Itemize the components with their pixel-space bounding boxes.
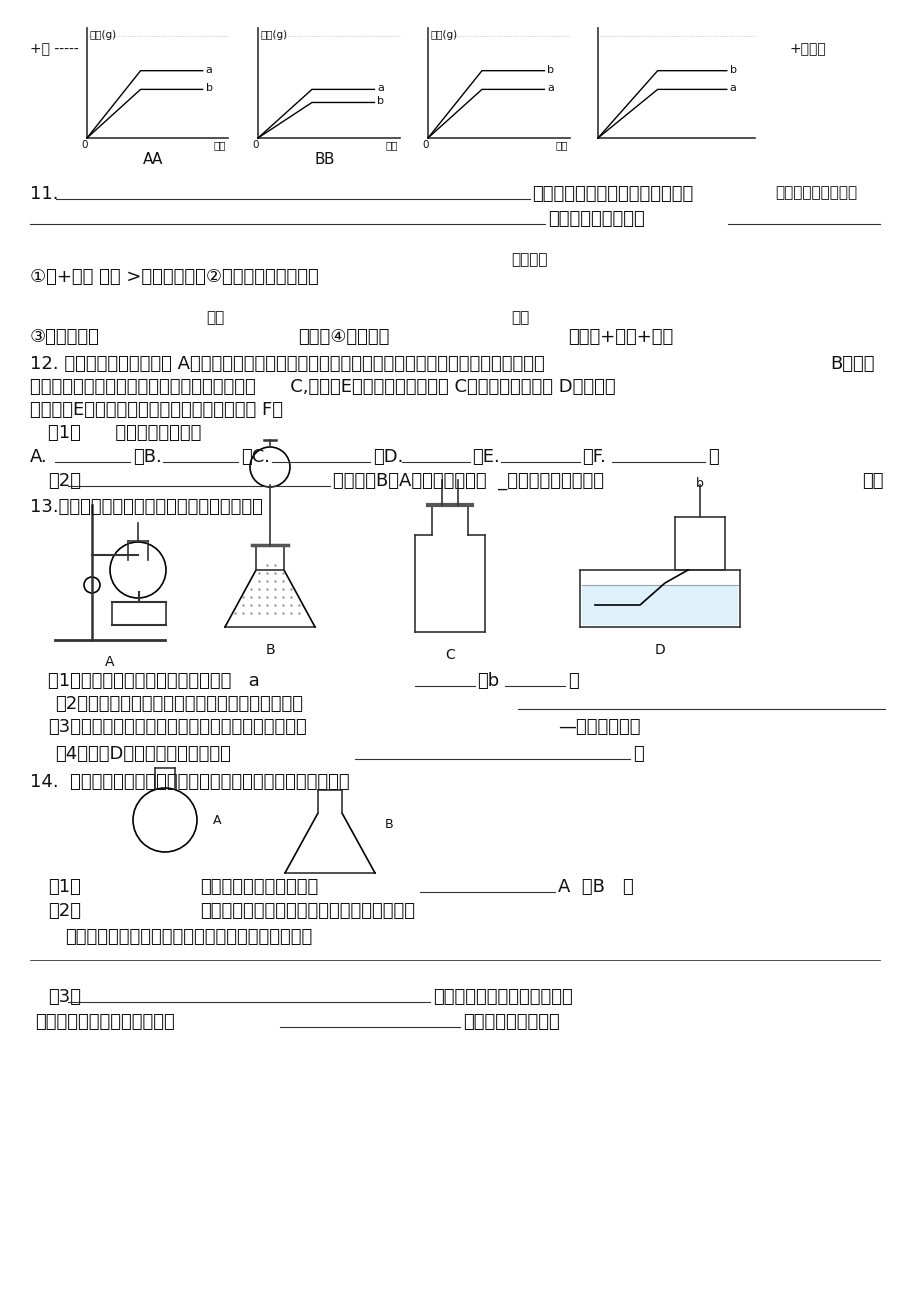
Text: 。: 。	[621, 878, 632, 896]
Text: 请写出标号仪器的名称：: 请写出标号仪器的名称：	[199, 878, 318, 896]
Text: ；: ；	[567, 672, 578, 691]
Text: 时间: 时间	[555, 139, 567, 150]
Text: b: b	[206, 83, 212, 94]
Text: B: B	[384, 818, 393, 831]
Text: ；属于分解反应的是: ；属于分解反应的是	[548, 210, 644, 228]
Text: （3）: （3）	[48, 988, 81, 1006]
Text: （1）      写出它们的名称：: （1） 写出它们的名称：	[48, 423, 201, 442]
Text: 中，金属E剧烈燃烧，火星四射，生成黑色固体 F。: 中，金属E剧烈燃烧，火星四射，生成黑色固体 F。	[30, 401, 283, 420]
Text: （3）若使用高锰酸钾制取氧气，可选用的发生装置是: （3）若使用高锰酸钾制取氧气，可选用的发生装置是	[48, 718, 306, 736]
Text: 加热: 加热	[510, 310, 528, 324]
Text: 时间: 时间	[213, 139, 226, 150]
Text: A: A	[142, 152, 153, 167]
Text: a: a	[377, 83, 384, 94]
Text: a: a	[729, 83, 736, 94]
Text: 二氧化锰: 二氧化锰	[511, 251, 548, 267]
Text: a: a	[206, 65, 212, 74]
Text: 。该实验中收集氧气的方法是: 。该实验中收集氧气的方法是	[35, 1012, 175, 1031]
Text: （填序号）。利用该组合装置制氧气的文字表达式是: （填序号）。利用该组合装置制氧气的文字表达式是	[65, 928, 312, 946]
Text: 氧气(g): 氧气(g)	[430, 30, 458, 40]
Text: 氧气(g): 氧气(g)	[261, 30, 288, 40]
Text: ③五氧化二磷: ③五氧化二磷	[30, 328, 100, 347]
Text: 0: 0	[253, 139, 259, 150]
Text: 氧气(g): 氧气(g)	[90, 30, 117, 40]
Text: （2）: （2）	[48, 902, 81, 920]
Text: 氧化碳+氨气+水。: 氧化碳+氨气+水。	[567, 328, 673, 347]
Text: ；B.: ；B.	[133, 448, 162, 466]
Text: 。检验氧气的方法是: 。检验氧气的方法是	[462, 1012, 559, 1031]
Text: （4）选用D装置收集氧气的原因是: （4）选用D装置收集氧气的原因是	[55, 745, 231, 764]
Text: A: A	[105, 655, 115, 668]
Text: A: A	[153, 152, 163, 167]
Text: a: a	[547, 83, 554, 94]
Text: 二氧化锰在该反应中的作用是: 二氧化锰在该反应中的作用是	[433, 988, 573, 1006]
Text: A: A	[213, 813, 221, 826]
Text: b: b	[547, 65, 554, 74]
Text: +水 -----: +水 -----	[30, 42, 79, 56]
Text: B: B	[323, 152, 334, 167]
Text: 。: 。	[708, 448, 718, 466]
Text: D: D	[654, 642, 664, 657]
Text: B: B	[314, 152, 325, 167]
Text: b: b	[377, 96, 384, 107]
Text: ；b: ；b	[476, 672, 499, 691]
Text: 0: 0	[423, 139, 429, 150]
Text: B: B	[265, 642, 275, 657]
Text: （1）: （1）	[48, 878, 81, 896]
Text: 速产生气泡，生成了使带火星的木条复燃的气体      C,使金属E红热并伸入盛有气体 C且瓶底有少量液体 D的集气瓶: 速产生气泡，生成了使带火星的木条复燃的气体 C,使金属E红热并伸入盛有气体 C且…	[30, 378, 615, 396]
Text: A.: A.	[30, 448, 48, 466]
Text: C: C	[445, 648, 454, 662]
Text: ；F.: ；F.	[582, 448, 606, 466]
Text: 黑色粉末B在A的分解反应中起  _作用，是这个反应的: 黑色粉末B在A的分解反应中起 _作用，是这个反应的	[333, 472, 604, 490]
Text: A  ；B: A ；B	[558, 878, 604, 896]
Text: b: b	[729, 65, 736, 74]
Text: ；属于氧化反应的是: ；属于氧化反应的是	[774, 185, 857, 199]
Text: 11.: 11.	[30, 185, 59, 203]
Bar	[582, 585, 737, 625]
Text: —（填字母）。: —（填字母）。	[558, 718, 640, 736]
Text: 磷酸；④碳酸氢铵: 磷酸；④碳酸氢铵	[298, 328, 389, 347]
Text: （2）写出实验室用过氧化氢制取氧气的文字表达式: （2）写出实验室用过氧化氢制取氧气的文字表达式	[55, 694, 302, 713]
Text: ；C.: ；C.	[241, 448, 269, 466]
Text: （1）写出装置图中标号仪器的名称：   a: （1）写出装置图中标号仪器的名称： a	[48, 672, 259, 691]
Text: 以下各反应中，属于化合反应的是: 以下各反应中，属于化合反应的是	[531, 185, 693, 203]
Text: （2）: （2）	[48, 472, 81, 490]
Text: 13.（南京）根据下列装置图，回答有关问题：: 13.（南京）根据下列装置图，回答有关问题：	[30, 498, 263, 516]
Text: 0: 0	[82, 139, 88, 150]
Text: 加热: 加热	[206, 310, 224, 324]
Text: 12. 将一种无色无味的液体 A装入试管，用带火星的木条伸入试管，无现象，而向其中加入少量黑色粉末: 12. 将一种无色无味的液体 A装入试管，用带火星的木条伸入试管，无现象，而向其…	[30, 354, 544, 373]
Text: b: b	[696, 477, 703, 490]
Text: B后，迅: B后，迅	[829, 354, 874, 373]
Text: 利用上述仪器和药品制氧气，你选择的仪器是: 利用上述仪器和药品制氧气，你选择的仪器是	[199, 902, 414, 920]
Text: ；E.: ；E.	[471, 448, 499, 466]
Text: +氧气：: +氧气：	[789, 42, 826, 56]
Text: 时间: 时间	[385, 139, 398, 150]
Text: ①铁+氧气 点燃 >四氧化三铁；②氯酸钾二氧化锰加热: ①铁+氧气 点燃 >四氧化三铁；②氯酸钾二氧化锰加热	[30, 268, 318, 285]
Text: 。: 。	[632, 745, 643, 764]
Text: 剂。: 剂。	[861, 472, 882, 490]
Text: ；D.: ；D.	[372, 448, 403, 466]
Text: 14.  （龙东）实验室里现有氯酸钾和二氧化锰，以及下列仪器。: 14. （龙东）实验室里现有氯酸钾和二氧化锰，以及下列仪器。	[30, 773, 349, 791]
